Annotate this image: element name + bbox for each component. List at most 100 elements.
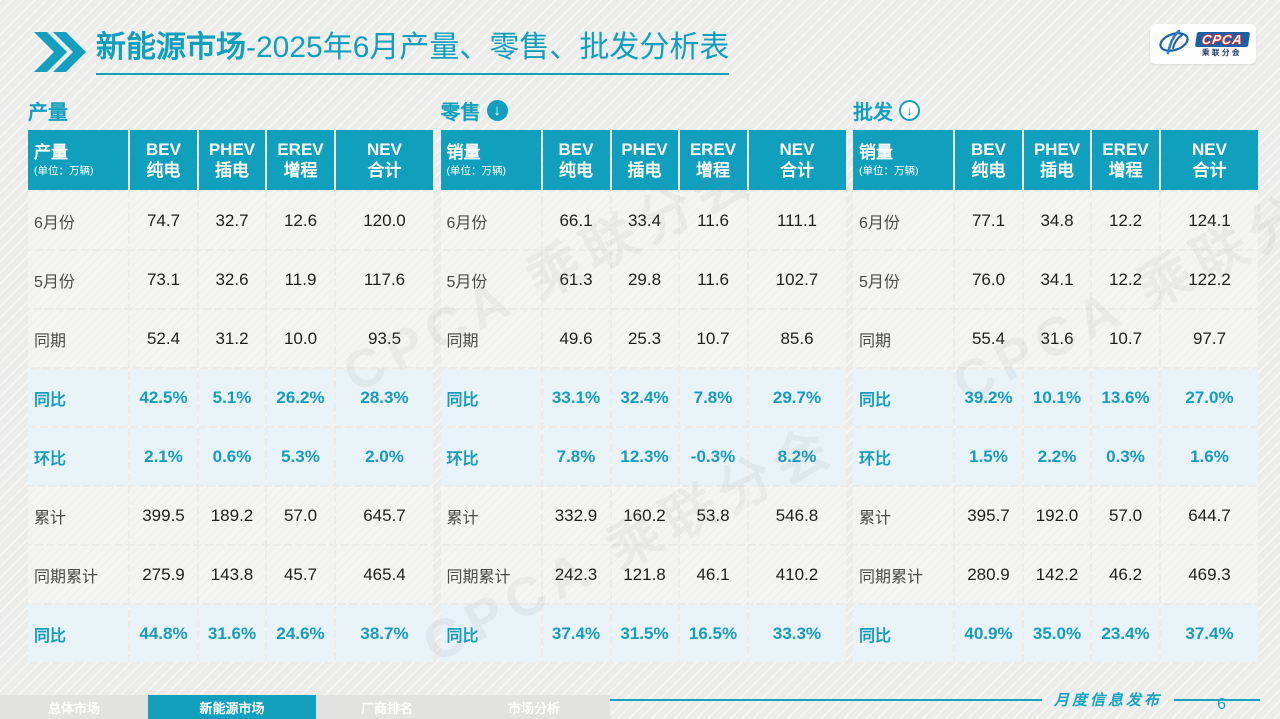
table-cell: 77.1 (955, 192, 1022, 249)
table-cell: 12.3% (611, 428, 678, 485)
column-header: BEV 纯电 (955, 130, 1022, 190)
table-cell: 11.6 (679, 251, 747, 308)
column-header: PHEV 插电 (1024, 130, 1090, 190)
row-label: 同期 (440, 310, 541, 367)
page-title-bold: 新能源市场 (96, 31, 246, 64)
table-cell: 74.7 (130, 192, 197, 249)
row-label: 同期 (28, 310, 128, 367)
table-cell: 1.5% (955, 428, 1022, 485)
slide-header: 新能源市场-2025年6月产量、零售、批发分析表 (34, 30, 730, 75)
table-cell: 45.7 (267, 546, 334, 603)
table-cell: 33.4 (611, 192, 678, 249)
nav-tab-总体市场[interactable]: 总体市场 (0, 695, 148, 719)
table-cell: 7.8% (542, 428, 610, 485)
table-cell: 49.6 (542, 310, 610, 367)
table-block-批发: 批发 ↓ 销量 (单位：万辆) BEV 纯电 PHEV 插电 EREV 增程 NEV 合计 6月份 77.… (853, 96, 1258, 662)
row-label: 同期 (853, 310, 953, 367)
table-cell: 124.1 (1161, 192, 1258, 249)
table-cell: 2.2% (1024, 428, 1090, 485)
section-title: 零售 ↓ (441, 96, 846, 124)
table-cell: 33.3% (748, 605, 846, 662)
table-cell: 31.5% (611, 605, 678, 662)
table-cell: 53.8 (679, 487, 747, 544)
table-cell: 31.6% (199, 605, 265, 662)
table-cell: 37.4% (542, 605, 610, 662)
table-cell: 5.1% (199, 369, 265, 426)
table-cell: 465.4 (336, 546, 433, 603)
down-arrow-icon: ↓ (486, 99, 508, 121)
table-cell: 32.6 (199, 251, 265, 308)
table-cell: 399.5 (130, 487, 197, 544)
table-cell: 35.0% (1024, 605, 1090, 662)
table-cell: 469.3 (1161, 546, 1258, 603)
table-cell: 42.5% (130, 369, 197, 426)
table-cell: 23.4% (1092, 605, 1159, 662)
row-label: 同比 (440, 605, 541, 662)
bottom-nav: 总体市场 新能源市场 厂商排名 市场分析 (0, 695, 610, 719)
footer-rule-line (1174, 698, 1260, 701)
table-cell: 143.8 (199, 546, 265, 603)
table-cell: 16.5% (679, 605, 747, 662)
table-cell: 26.2% (267, 369, 334, 426)
table-cell: 644.7 (1161, 487, 1258, 544)
row-label: 累计 (853, 487, 953, 544)
table-cell: 121.8 (611, 546, 678, 603)
column-header: NEV 合计 (1161, 130, 1258, 190)
table-cell: 12.2 (1092, 251, 1159, 308)
table-cell: 10.7 (1092, 310, 1159, 367)
table-cell: 31.2 (199, 310, 265, 367)
row-label: 6月份 (440, 192, 541, 249)
table-cell: 410.2 (748, 546, 846, 603)
table-head-label: 销量 (单位：万辆) (440, 130, 541, 190)
table-cell: 29.8 (611, 251, 678, 308)
section-label: 产量 (28, 101, 68, 124)
page-title: 新能源市场-2025年6月产量、零售、批发分析表 (96, 30, 730, 75)
row-label: 累计 (28, 487, 128, 544)
table-cell: 5.3% (267, 428, 334, 485)
column-header: NEV 合计 (748, 130, 846, 190)
row-label: 同比 (28, 605, 128, 662)
table-cell: 8.2% (748, 428, 846, 485)
section-label: 批发 (853, 101, 893, 124)
double-chevron-icon (34, 32, 86, 72)
table-cell: 189.2 (199, 487, 265, 544)
section-title: 产量 (28, 96, 433, 124)
table-cell: 332.9 (542, 487, 610, 544)
row-label: 同期累计 (28, 546, 128, 603)
column-header: EREV 增程 (679, 130, 747, 190)
nav-tab-市场分析[interactable]: 市场分析 (458, 695, 610, 719)
table-cell: 2.0% (336, 428, 433, 485)
table-cell: 32.7 (199, 192, 265, 249)
table-cell: 10.0 (267, 310, 334, 367)
table-cell: 52.4 (130, 310, 197, 367)
table-cell: 160.2 (611, 487, 678, 544)
page-title-rest: -2025年6月产量、零售、批发分析表 (246, 31, 730, 64)
row-label: 环比 (440, 428, 541, 485)
table-cell: 111.1 (748, 192, 846, 249)
section-label: 零售 (440, 101, 481, 124)
table-cell: 57.0 (267, 487, 334, 544)
table-cell: 102.7 (748, 251, 846, 308)
table-cell: 27.0% (1161, 369, 1258, 426)
row-label: 环比 (853, 428, 953, 485)
table-cell: 12.6 (267, 192, 334, 249)
column-header: NEV 合计 (336, 130, 433, 190)
page-number: 6 (1217, 696, 1226, 713)
row-label: 6月份 (28, 192, 128, 249)
nav-tab-厂商排名[interactable]: 厂商排名 (316, 695, 458, 719)
table-cell: 120.0 (336, 192, 433, 249)
table-cell: 44.8% (130, 605, 197, 662)
table-cell: 38.7% (336, 605, 433, 662)
row-label: 5月份 (440, 251, 541, 308)
table-cell: 97.7 (1161, 310, 1258, 367)
table-cell: 122.2 (1161, 251, 1258, 308)
nav-tab-新能源市场[interactable]: 新能源市场 (148, 695, 316, 719)
table-cell: 11.9 (267, 251, 334, 308)
table-cell: 61.3 (542, 251, 610, 308)
table-cell: 85.6 (748, 310, 846, 367)
table-cell: 142.2 (1024, 546, 1090, 603)
data-table: 销量 (单位：万辆) BEV 纯电 PHEV 插电 EREV 增程 NEV 合计 6月份 66.1 33… (440, 130, 846, 662)
table-cell: 395.7 (955, 487, 1022, 544)
cpca-logo: CPCA 乘联分会 (1150, 24, 1256, 64)
